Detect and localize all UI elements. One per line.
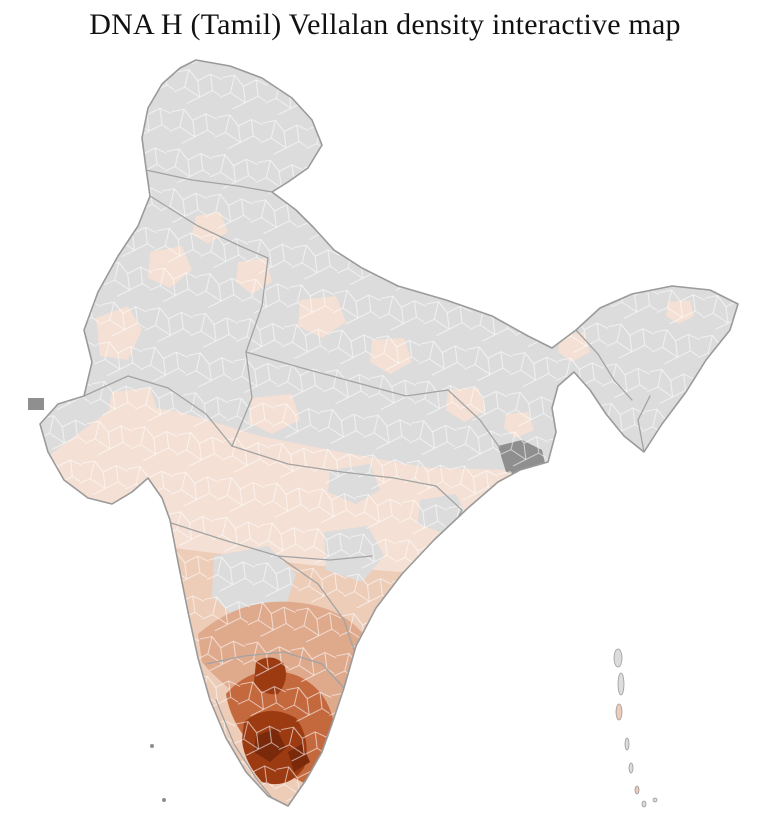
island[interactable] xyxy=(613,648,623,668)
state-border xyxy=(215,699,273,799)
district-boundary-mesh xyxy=(40,60,738,806)
island[interactable] xyxy=(641,800,647,808)
state-border xyxy=(245,351,449,397)
state-boundaries xyxy=(83,169,651,799)
andaman-nicobar-islands[interactable] xyxy=(613,648,658,808)
state-border xyxy=(231,445,437,487)
state-border xyxy=(277,555,357,657)
state-border xyxy=(637,395,651,453)
page-title: DNA H (Tamil) Vellalan density interacti… xyxy=(89,8,681,41)
island[interactable] xyxy=(150,744,154,748)
state-border xyxy=(447,389,501,449)
state-border xyxy=(575,329,633,401)
island[interactable] xyxy=(615,703,623,721)
state-border xyxy=(149,195,269,259)
island[interactable] xyxy=(628,762,634,774)
india-outline xyxy=(39,59,739,807)
island[interactable] xyxy=(617,672,625,696)
island[interactable] xyxy=(652,797,658,803)
lakshadweep-islands[interactable] xyxy=(150,744,166,802)
island[interactable] xyxy=(624,737,630,751)
state-border xyxy=(83,375,233,447)
region-kutch-west-speck[interactable] xyxy=(28,398,44,410)
state-border xyxy=(145,169,273,193)
island[interactable] xyxy=(634,785,640,795)
island[interactable] xyxy=(162,798,166,802)
state-border xyxy=(205,651,345,689)
